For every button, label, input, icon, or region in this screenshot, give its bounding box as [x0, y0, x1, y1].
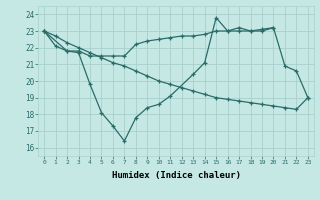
X-axis label: Humidex (Indice chaleur): Humidex (Indice chaleur) [111, 171, 241, 180]
